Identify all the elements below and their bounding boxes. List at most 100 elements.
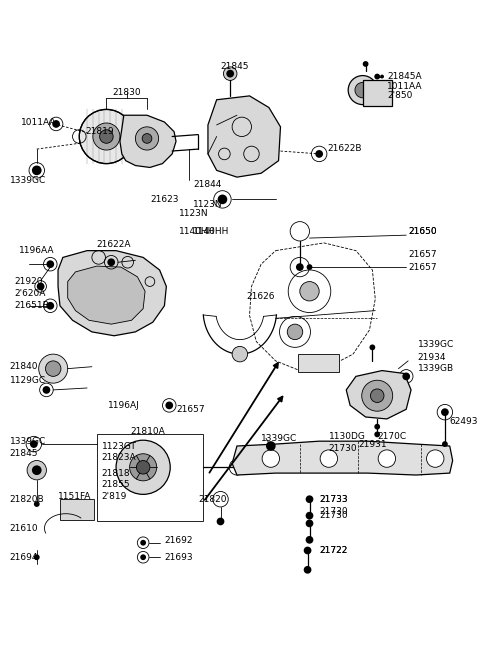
Circle shape: [47, 302, 54, 309]
Circle shape: [46, 361, 61, 376]
Bar: [298, 354, 338, 372]
Circle shape: [262, 450, 279, 467]
Text: 1196AA: 1196AA: [19, 246, 55, 255]
Circle shape: [216, 518, 224, 526]
Circle shape: [34, 501, 40, 507]
Circle shape: [306, 536, 313, 544]
Circle shape: [374, 74, 380, 79]
Text: 21722: 21722: [319, 546, 348, 555]
Circle shape: [140, 555, 146, 560]
Circle shape: [287, 324, 303, 340]
Text: 1339GC: 1339GC: [10, 437, 46, 445]
Text: 21845: 21845: [10, 449, 38, 458]
Text: 21819: 21819: [85, 127, 114, 136]
Text: 21730: 21730: [329, 444, 358, 453]
Text: 21820: 21820: [198, 495, 227, 504]
Text: 21840: 21840: [10, 362, 38, 371]
Text: 21626: 21626: [247, 292, 275, 301]
Text: 21818: 21818: [102, 468, 130, 478]
Polygon shape: [232, 442, 453, 475]
Polygon shape: [346, 371, 411, 419]
Text: 21920: 21920: [14, 277, 43, 286]
Polygon shape: [208, 96, 280, 177]
Text: 21622B: 21622B: [327, 144, 361, 152]
Circle shape: [37, 283, 45, 290]
Polygon shape: [58, 250, 167, 336]
Circle shape: [306, 495, 313, 503]
Text: 21810A: 21810A: [131, 427, 165, 436]
Circle shape: [304, 566, 312, 574]
Text: 21730: 21730: [319, 507, 348, 516]
Text: 1339GB: 1339GB: [418, 364, 454, 373]
Bar: [96, 434, 203, 522]
Text: 1123N: 1123N: [193, 200, 223, 209]
Text: 1129GC: 1129GC: [10, 376, 46, 385]
Circle shape: [52, 120, 60, 128]
Circle shape: [300, 282, 319, 301]
Text: 21650: 21650: [408, 227, 437, 236]
Text: 2'819: 2'819: [102, 492, 127, 501]
Circle shape: [47, 260, 54, 268]
Circle shape: [227, 70, 234, 78]
Text: 1140HH: 1140HH: [179, 227, 216, 236]
Text: 21694: 21694: [10, 553, 38, 562]
Text: 2170C: 2170C: [377, 432, 407, 441]
Circle shape: [116, 440, 170, 494]
Text: 21730: 21730: [319, 511, 348, 520]
Text: 21610: 21610: [10, 524, 38, 533]
Text: 2'850: 2'850: [387, 91, 412, 101]
Text: 21845: 21845: [220, 62, 249, 72]
Text: 21622A: 21622A: [96, 240, 131, 250]
Circle shape: [140, 540, 146, 545]
Circle shape: [217, 194, 228, 204]
Text: 21931: 21931: [358, 440, 386, 449]
Text: 1196AJ: 1196AJ: [108, 401, 140, 410]
Circle shape: [348, 76, 377, 104]
Circle shape: [266, 442, 276, 451]
Circle shape: [380, 75, 384, 78]
Circle shape: [296, 263, 304, 271]
Circle shape: [315, 150, 323, 158]
Text: 1151FA: 1151FA: [58, 492, 91, 501]
Circle shape: [306, 520, 313, 528]
Circle shape: [34, 555, 40, 560]
Circle shape: [402, 373, 410, 380]
Text: 21855: 21855: [102, 480, 130, 489]
Text: 21693: 21693: [165, 553, 193, 562]
Circle shape: [32, 166, 42, 175]
Text: 21733: 21733: [319, 495, 348, 504]
Text: 1123GT: 1123GT: [102, 442, 136, 451]
Text: 21623: 21623: [150, 195, 179, 204]
Circle shape: [441, 408, 449, 416]
Circle shape: [142, 133, 152, 143]
Polygon shape: [68, 266, 145, 324]
Circle shape: [374, 432, 380, 438]
Text: 21657: 21657: [176, 405, 204, 414]
Circle shape: [363, 61, 369, 67]
Circle shape: [93, 123, 120, 150]
Text: 21823A: 21823A: [102, 453, 136, 462]
Circle shape: [43, 386, 50, 394]
Circle shape: [370, 344, 375, 350]
Circle shape: [355, 82, 371, 98]
Text: 1339GC: 1339GC: [10, 175, 46, 185]
Bar: [363, 80, 392, 106]
Circle shape: [32, 465, 42, 475]
Text: 21934: 21934: [418, 353, 446, 361]
Text: 2'620A: 2'620A: [14, 288, 46, 298]
Text: 62493: 62493: [450, 417, 478, 426]
Text: 1011AA: 1011AA: [21, 118, 57, 127]
Circle shape: [30, 440, 38, 448]
Text: 21657: 21657: [408, 250, 437, 259]
Circle shape: [320, 450, 337, 467]
Text: 1123N: 1123N: [179, 210, 208, 218]
Text: 21733: 21733: [319, 495, 348, 504]
Circle shape: [108, 258, 115, 266]
Circle shape: [307, 264, 312, 270]
Text: 21844: 21844: [193, 181, 222, 189]
Text: 21657: 21657: [408, 263, 437, 271]
Circle shape: [306, 512, 313, 520]
Text: 21650: 21650: [408, 227, 437, 236]
Circle shape: [371, 389, 384, 403]
Circle shape: [39, 354, 68, 383]
